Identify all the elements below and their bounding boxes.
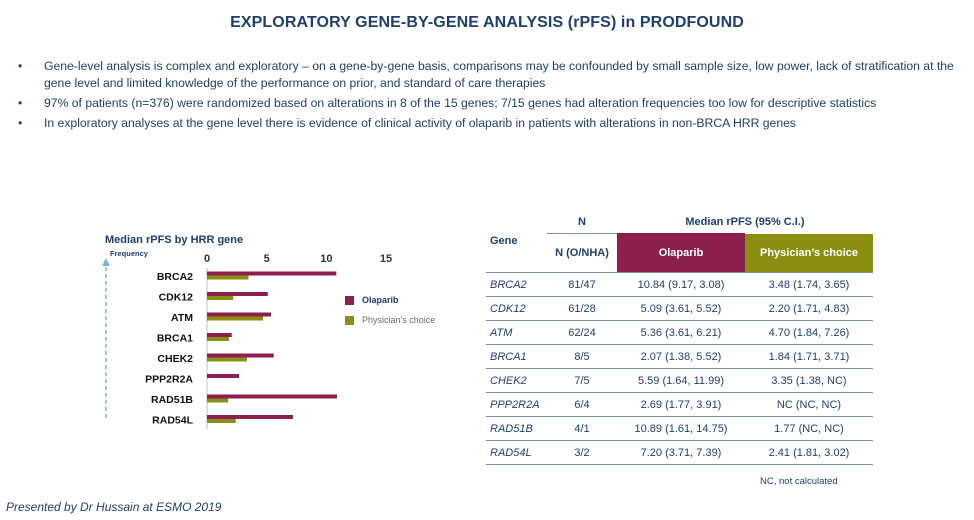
category-label: BRCA1 [157,333,193,345]
gene-cell: RAD54L [486,440,547,465]
n-cell: 61/28 [547,296,617,321]
table-row: BRCA1 8/5 2.07 (1.38, 5.52) 1.84 (1.71, … [486,344,873,369]
olaparib-cell: 5.59 (1.64, 11.99) [617,368,745,393]
physician-cell: 4.70 (1.84, 7.26) [745,320,873,345]
legend-label-olaparib: Olaparib [362,295,399,305]
category-label: RAD54L [152,415,193,427]
category-label: PPP2R2A [145,374,193,386]
bar-olaparib [207,292,268,296]
bullet-marker: • [18,96,23,110]
frequency-axis-label: Frequency [110,249,148,258]
bar-physician-choice [207,296,234,300]
header-olaparib: Olaparib [617,233,745,273]
chart-title: Median rPFS by HRR gene [105,234,244,246]
physician-cell: 1.84 (1.71, 3.71) [745,344,873,369]
bullet-item: • Gene-level analysis is complex and exp… [18,58,966,92]
bar-olaparib [207,415,293,419]
n-cell: 6/4 [547,392,617,417]
chart-legend: Olaparib Physician's choice [345,295,435,335]
x-tick-label: 15 [380,253,392,265]
physician-cell: NC (NC, NC) [745,392,873,417]
bullet-text: Gene-level analysis is complex and explo… [44,59,954,90]
table-row: PPP2R2A 6/4 2.69 (1.77, 3.91) NC (NC, NC… [486,392,873,417]
category-label: RAD51B [151,394,193,406]
n-cell: 3/2 [547,440,617,465]
bar-physician-choice [207,316,264,321]
category-label: ATM [171,312,193,324]
header-n-sub: N (O/NHA) [547,233,617,273]
x-tick-label: 5 [264,253,270,265]
olaparib-cell: 5.09 (3.61, 5.52) [617,296,745,321]
table-row: BRCA2 81/47 10.84 (9.17, 3.08) 3.48 (1.7… [486,272,873,297]
olaparib-cell: 10.89 (1.61, 14.75) [617,416,745,441]
bar-physician-choice [207,419,236,423]
gene-cell: RAD51B [486,416,547,441]
bullet-item: • In exploratory analyses at the gene le… [18,115,966,132]
legend-swatch-physician [345,315,354,325]
rpfs-bar-chart: 0 5 10 15 BRCA2 CDK12 ATM BRCA1 CHEK2 PPP2R2A RAD5… [100,228,460,438]
legend-item-olaparib: Olaparib [345,295,435,305]
bar-olaparib [207,271,337,276]
category-label: BRCA2 [157,271,193,283]
frequency-arrow-head [102,258,110,266]
gene-cell: PPP2R2A [486,392,547,417]
table-row: RAD54L 3/2 7.20 (3.71, 7.39) 2.41 (1.81,… [486,440,873,465]
physician-cell: 1.77 (NC, NC) [745,416,873,441]
olaparib-cell: 10.84 (9.17, 3.08) [617,272,745,297]
bullet-marker: • [18,116,23,130]
x-tick-label: 0 [204,253,210,265]
bar-olaparib [207,394,337,399]
n-cell: 7/5 [547,368,617,393]
olaparib-cell: 7.20 (3.71, 7.39) [617,440,745,465]
legend-label-physician: Physician's choice [362,315,436,325]
table-row: CHEK2 7/5 5.59 (1.64, 11.99) 3.35 (1.38,… [486,368,873,393]
physician-cell: 2.41 (1.81, 3.02) [745,440,873,465]
bar-olaparib [207,353,274,358]
bar-physician-choice [207,357,247,362]
bar-physician-choice [207,275,249,280]
table-row: CDK12 61/28 5.09 (3.61, 5.52) 2.20 (1.71… [486,296,873,321]
bullet-list: • Gene-level analysis is complex and exp… [18,58,966,135]
table-row: ATM 62/24 5.36 (3.61, 6.21) 4.70 (1.84, … [486,320,873,345]
n-cell: 62/24 [547,320,617,345]
bar-olaparib [207,312,271,317]
rpfs-table: Gene N Median rPFS (95% C.I.) N (O/NHA) … [486,210,873,465]
bullet-item: • 97% of patients (n=376) were randomize… [18,95,966,112]
physician-cell: 3.48 (1.74, 3.65) [745,272,873,297]
olaparib-cell: 5.36 (3.61, 6.21) [617,320,745,345]
nc-footnote: NC, not calculated [760,476,838,487]
physician-cell: 3.35 (1.38, NC) [745,368,873,393]
header-physician: Physician’s choice [745,233,873,273]
gene-cell: CHEK2 [486,368,547,393]
olaparib-cell: 2.07 (1.38, 5.52) [617,344,745,369]
header-gene: Gene [490,235,518,247]
gene-cell: BRCA2 [486,272,547,297]
bar-physician-choice [207,337,229,341]
gene-cell: ATM [486,320,547,345]
n-cell: 81/47 [547,272,617,297]
bullet-text: In exploratory analyses at the gene leve… [44,116,796,130]
gene-cell: CDK12 [486,296,547,321]
presenter-credit: Presented by Dr Hussain at ESMO 2019 [6,500,222,514]
olaparib-cell: 2.69 (1.77, 3.91) [617,392,745,417]
gene-cell: BRCA1 [486,344,547,369]
bullet-marker: • [18,59,23,73]
bar-olaparib [207,333,232,337]
table-row: RAD51B 4/1 10.89 (1.61, 14.75) 1.77 (NC,… [486,416,873,441]
category-label: CDK12 [159,292,194,304]
category-label: CHEK2 [157,353,193,365]
header-median-rpfs: Median rPFS (95% C.I.) [685,215,805,228]
legend-item-physician: Physician's choice [345,315,435,325]
bar-olaparib [207,374,240,378]
slide-title: EXPLORATORY GENE-BY-GENE ANALYSIS (rPFS)… [230,14,744,31]
bar-physician-choice [207,398,229,403]
header-n: N [578,215,586,228]
x-tick-label: 10 [320,253,332,265]
n-cell: 8/5 [547,344,617,369]
legend-swatch-olaparib [345,295,354,305]
n-cell: 4/1 [547,416,617,441]
physician-cell: 2.20 (1.71, 4.83) [745,296,873,321]
bullet-text: 97% of patients (n=376) were randomized … [44,96,877,110]
chart-canvas: 0 5 10 15 BRCA2 CDK12 ATM BRCA1 CHEK2 PPP2R2A RAD5… [102,253,392,430]
